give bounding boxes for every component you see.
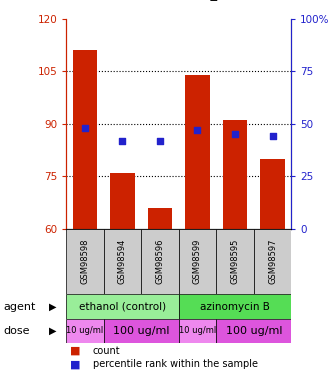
Bar — [110, 173, 135, 229]
Bar — [179, 229, 216, 294]
Bar — [254, 229, 291, 294]
Text: 100 ug/ml: 100 ug/ml — [225, 326, 282, 336]
Text: ▶: ▶ — [49, 302, 57, 312]
Text: GSM98595: GSM98595 — [230, 239, 240, 284]
Bar — [66, 294, 179, 319]
Point — [82, 125, 88, 131]
Text: GSM98598: GSM98598 — [80, 239, 89, 284]
Text: ethanol (control): ethanol (control) — [79, 302, 166, 312]
Bar — [185, 75, 210, 229]
Text: dose: dose — [3, 326, 30, 336]
Point — [120, 138, 125, 144]
Bar — [223, 120, 247, 229]
Bar — [260, 159, 285, 229]
Bar — [104, 319, 179, 343]
Text: percentile rank within the sample: percentile rank within the sample — [93, 359, 258, 369]
Text: GSM98597: GSM98597 — [268, 239, 277, 284]
Bar — [66, 319, 104, 343]
Bar — [104, 229, 141, 294]
Bar — [148, 208, 172, 229]
Text: ■: ■ — [70, 359, 80, 369]
Point — [157, 138, 163, 144]
Bar — [216, 229, 254, 294]
Point — [270, 134, 275, 140]
Bar — [216, 319, 291, 343]
Text: ■: ■ — [70, 346, 80, 356]
Text: GSM98599: GSM98599 — [193, 239, 202, 284]
Text: 10 ug/ml: 10 ug/ml — [179, 326, 216, 335]
Bar — [179, 294, 291, 319]
Point — [195, 127, 200, 133]
Bar — [73, 50, 97, 229]
Text: GSM98594: GSM98594 — [118, 239, 127, 284]
Text: agent: agent — [3, 302, 36, 312]
Text: GSM98596: GSM98596 — [156, 239, 165, 284]
Bar — [141, 229, 179, 294]
Bar — [66, 229, 104, 294]
Text: azinomycin B: azinomycin B — [200, 302, 270, 312]
Text: count: count — [93, 346, 120, 356]
Text: ▶: ▶ — [49, 326, 57, 336]
Point — [232, 131, 238, 137]
Text: 100 ug/ml: 100 ug/ml — [113, 326, 169, 336]
Bar — [179, 319, 216, 343]
Text: 10 ug/ml: 10 ug/ml — [66, 326, 104, 335]
